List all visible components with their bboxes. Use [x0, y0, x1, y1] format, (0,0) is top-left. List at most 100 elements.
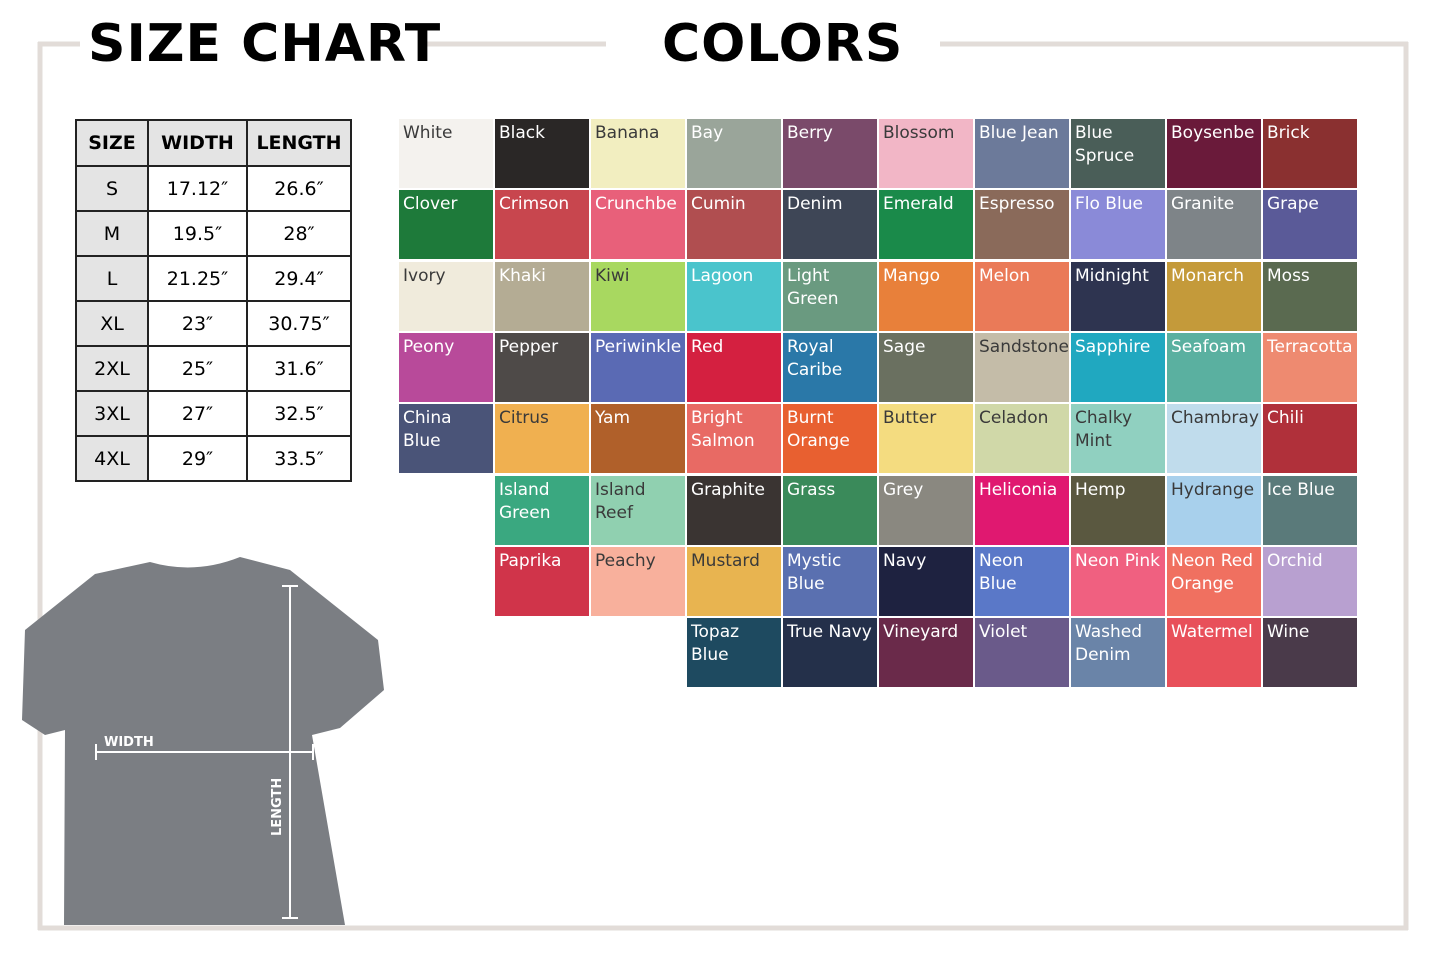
color-swatch: Bright Salmon: [687, 404, 781, 474]
table-row: S 17.12″ 26.6″: [75, 165, 352, 212]
color-swatch: Vineyard: [879, 618, 973, 688]
color-swatch: Neon Red Orange: [1167, 546, 1261, 616]
color-swatch: Bay: [687, 119, 781, 188]
table-cell: 19.5″: [147, 210, 248, 257]
color-swatch: Periwinkle: [591, 332, 685, 402]
color-swatch: Midnight: [1071, 261, 1165, 331]
color-swatch: Paprika: [495, 546, 589, 616]
table-row: M 19.5″ 28″: [75, 210, 352, 257]
table-cell: 4XL: [75, 435, 149, 482]
color-swatch: Neon Pink: [1071, 546, 1165, 616]
shirt: [22, 557, 384, 925]
color-swatch: Ivory: [399, 261, 493, 331]
color-swatch: Banana: [591, 119, 685, 188]
color-swatch: Island Reef: [591, 475, 685, 545]
color-swatch: Boysenbe: [1167, 119, 1261, 188]
color-swatch: Mango: [879, 261, 973, 331]
table-cell: 21.25″: [147, 255, 248, 302]
colors-title: COLORS: [662, 14, 904, 74]
color-swatch: Blue Jean: [975, 119, 1069, 188]
table-cell: 29″: [147, 435, 248, 482]
color-swatch: Watermel: [1167, 618, 1261, 688]
size-chart-title: SIZE CHART: [88, 14, 442, 74]
table-cell: 33.5″: [246, 435, 352, 482]
table-row: 4XL 29″ 33.5″: [75, 435, 352, 482]
table-cell: 28″: [246, 210, 352, 257]
color-swatch: White: [399, 119, 493, 188]
color-swatch: Seafoam: [1167, 332, 1261, 402]
header-cell: SIZE: [75, 119, 149, 167]
table-cell: S: [75, 165, 149, 212]
table-row: L 21.25″ 29.4″: [75, 255, 352, 302]
color-swatch: Violet: [975, 618, 1069, 688]
color-swatch: Graphite: [687, 475, 781, 545]
table-cell: 32.5″: [246, 390, 352, 437]
color-swatch: Terracotta: [1263, 332, 1357, 402]
table-cell: 25″: [147, 345, 248, 392]
header-row: SIZE WIDTH LENGTH: [75, 119, 352, 167]
color-swatch: Peachy: [591, 546, 685, 616]
color-swatch: Cumin: [687, 190, 781, 260]
table-row: 3XL 27″ 32.5″: [75, 390, 352, 437]
table-cell: 3XL: [75, 390, 149, 437]
color-swatch: Hemp: [1071, 475, 1165, 545]
color-swatch: Celadon: [975, 404, 1069, 474]
color-swatch: Light Green: [783, 261, 877, 331]
color-swatch: Granite: [1167, 190, 1261, 260]
color-swatch: True Navy: [783, 618, 877, 688]
table-cell: M: [75, 210, 149, 257]
color-swatch: Black: [495, 119, 589, 188]
header-cell: LENGTH: [246, 119, 352, 167]
color-swatch: Topaz Blue: [687, 618, 781, 688]
color-swatch: Blossom: [879, 119, 973, 188]
table-cell: 17.12″: [147, 165, 248, 212]
color-swatch: Pepper: [495, 332, 589, 402]
size-table: SIZE WIDTH LENGTH S 17.12″ 26.6″ M 19.5″ 28″ L 21.…: [75, 119, 352, 482]
color-swatch: Butter: [879, 404, 973, 474]
color-swatch: China Blue: [399, 404, 493, 474]
color-swatch: Mustard: [687, 546, 781, 616]
table-row: XL 23″ 30.75″: [75, 300, 352, 347]
color-swatch: Wine: [1263, 618, 1357, 688]
color-swatch: Crunchbe: [591, 190, 685, 260]
color-swatch: Crimson: [495, 190, 589, 260]
color-swatch: Monarch: [1167, 261, 1261, 331]
color-swatch: Espresso: [975, 190, 1069, 260]
color-swatch: Sage: [879, 332, 973, 402]
color-swatch: Khaki: [495, 261, 589, 331]
color-swatch: Island Green: [495, 475, 589, 545]
table-cell: 2XL: [75, 345, 149, 392]
table-cell: 23″: [147, 300, 248, 347]
table-cell: 30.75″: [246, 300, 352, 347]
color-swatch: Emerald: [879, 190, 973, 260]
width-label: WIDTH: [104, 735, 154, 750]
color-swatch: Grape: [1263, 190, 1357, 260]
color-swatch: Yam: [591, 404, 685, 474]
color-swatch: Peony: [399, 332, 493, 402]
color-swatch: Blue Spruce: [1071, 119, 1165, 188]
color-swatch: Grass: [783, 475, 877, 545]
color-swatch: Chambray: [1167, 404, 1261, 474]
color-swatch: Denim: [783, 190, 877, 260]
table-cell: 26.6″: [246, 165, 352, 212]
table-cell: 27″: [147, 390, 248, 437]
color-swatch: Brick: [1263, 119, 1357, 188]
color-swatch: Melon: [975, 261, 1069, 331]
color-swatch: Mystic Blue: [783, 546, 877, 616]
color-swatch: Hydrange: [1167, 475, 1261, 545]
color-swatch: Chalky Mint: [1071, 404, 1165, 474]
color-swatch: Flo Blue: [1071, 190, 1165, 260]
table-row: 2XL 25″ 31.6″: [75, 345, 352, 392]
color-swatch: Ice Blue: [1263, 475, 1357, 545]
color-swatch: Moss: [1263, 261, 1357, 331]
table-cell: XL: [75, 300, 149, 347]
color-swatch: Burnt Orange: [783, 404, 877, 474]
header-cell: WIDTH: [147, 119, 248, 167]
color-swatch: Lagoon: [687, 261, 781, 331]
color-swatch: Sapphire: [1071, 332, 1165, 402]
color-swatch: Chili: [1263, 404, 1357, 474]
color-swatch: Royal Caribe: [783, 332, 877, 402]
color-swatch: Neon Blue: [975, 546, 1069, 616]
length-label: LENGTH: [270, 778, 285, 836]
